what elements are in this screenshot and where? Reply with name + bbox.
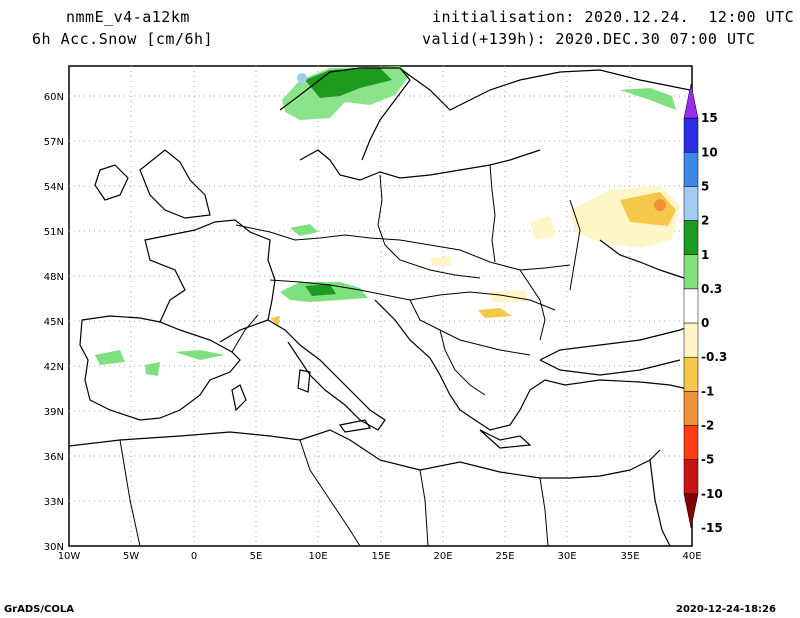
y-tick-label: 51N — [44, 227, 64, 238]
x-tick-label: 30E — [557, 551, 576, 562]
y-tick-label: 33N — [44, 497, 64, 508]
colorbar-label: 15 — [701, 111, 718, 125]
x-tick-label: 10E — [308, 551, 327, 562]
colorbar-swatch — [683, 425, 699, 460]
colorbar-label: -0.3 — [701, 350, 727, 364]
footer-credit: GrADS/COLA — [4, 604, 74, 615]
colorbar-label: -5 — [701, 453, 714, 467]
y-tick-label: 54N — [44, 182, 64, 193]
x-tick-label: 25E — [495, 551, 514, 562]
colorbar-label: 0 — [701, 316, 709, 330]
x-tick-label: 35E — [620, 551, 639, 562]
x-tick-label: 15E — [371, 551, 390, 562]
y-tick-label: 60N — [44, 92, 64, 103]
x-tick-label: 40E — [682, 551, 701, 562]
coastlines — [68, 67, 693, 547]
y-tick-label: 42N — [44, 362, 64, 373]
variable-title: 6h Acc.Snow [cm/6h] — [32, 30, 214, 48]
colorbar-swatch — [683, 459, 699, 495]
x-tick-label: 20E — [433, 551, 452, 562]
snow-fields — [95, 66, 680, 376]
y-tick-label: 45N — [44, 317, 64, 328]
colorbar-label: -10 — [701, 487, 723, 501]
colorbar-swatch — [683, 254, 699, 290]
valid-time: valid(+139h): 2020.DEC.30 07:00 UTC — [422, 30, 756, 48]
colorbar-swatch — [683, 186, 699, 221]
colorbar-swatch — [683, 288, 699, 324]
colorbar-label: 1 — [701, 248, 709, 262]
x-tick-label: 10W — [58, 551, 81, 562]
colorbar-swatch — [683, 152, 699, 187]
colorbar-swatch — [683, 117, 699, 153]
colorbar-swatch — [683, 322, 699, 358]
colorbar-swatch — [683, 391, 699, 426]
y-tick-label: 36N — [44, 452, 64, 463]
colorbar-swatch — [683, 493, 699, 529]
x-tick-label: 0 — [191, 551, 197, 562]
initialisation-time: initialisation: 2020.12.24. 12:00 UTC — [432, 8, 795, 26]
colorbar-label: 5 — [701, 179, 709, 193]
colorbar-label: -1 — [701, 384, 714, 398]
colorbar-label: -2 — [701, 419, 714, 433]
y-tick-label: 30N — [44, 542, 64, 553]
colorbar-swatch — [683, 356, 699, 392]
axis-labels: 10W 5W 0 5E 10E 15E 20E 25E 30E 35E 40E … — [44, 92, 702, 562]
x-tick-label: 5W — [123, 551, 139, 562]
colorbar-swatch — [683, 220, 699, 256]
x-tick-label: 5E — [250, 551, 263, 562]
colorbar: 15 10 5 2 1 0.3 0 -0.3 -1 -2 -5 -10 -15 — [683, 83, 727, 535]
colorbar-label: 2 — [701, 214, 709, 228]
y-tick-label: 48N — [44, 272, 64, 283]
y-tick-label: 57N — [44, 137, 64, 148]
colorbar-label: 0.3 — [701, 282, 722, 296]
y-tick-label: 39N — [44, 407, 64, 418]
country-borders — [119, 164, 581, 547]
footer-timestamp: 2020-12-24-18:26 — [676, 604, 776, 615]
model-title: nmmE_v4-a12km — [66, 8, 190, 26]
colorbar-label: 10 — [701, 145, 718, 159]
colorbar-label: -15 — [701, 521, 723, 535]
